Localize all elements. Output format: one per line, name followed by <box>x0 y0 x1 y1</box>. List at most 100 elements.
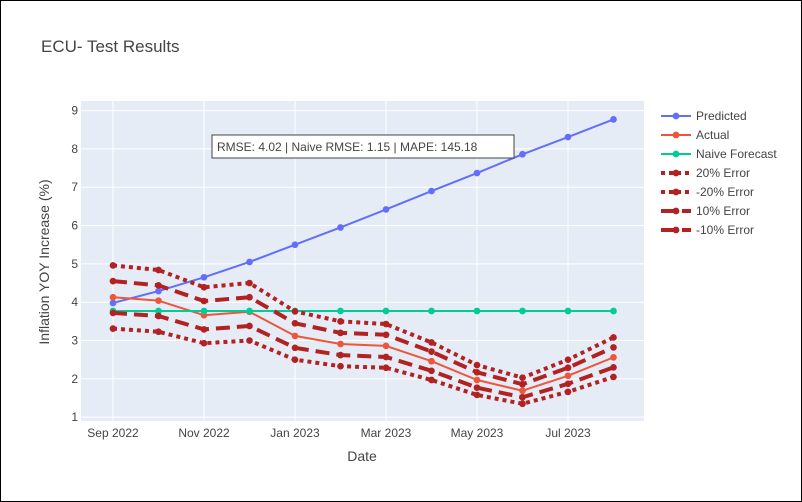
y-axis-title: Inflation YOY Increase (%) <box>36 179 52 344</box>
data-point-10pct-error[interactable] <box>155 282 162 289</box>
data-point-predicted[interactable] <box>382 206 390 213</box>
data-point-20pct-error[interactable] <box>291 356 299 364</box>
data-point-predicted[interactable] <box>428 187 435 195</box>
data-point-naive-forecast[interactable] <box>610 307 617 315</box>
data-point-10pct-error[interactable] <box>564 364 572 372</box>
data-point-10pct-error[interactable] <box>382 353 390 361</box>
data-point-predicted[interactable] <box>200 273 208 281</box>
data-point-20pct-error[interactable] <box>109 325 117 332</box>
data-point-actual[interactable] <box>291 332 299 340</box>
data-point-actual[interactable] <box>382 342 390 350</box>
legend-item-20pct-error[interactable]: 20% Error <box>661 166 750 180</box>
series-20pct-error <box>109 325 617 408</box>
data-point-20pct-error[interactable] <box>246 337 253 344</box>
legend-label: Predicted <box>696 109 747 123</box>
data-point-actual[interactable] <box>610 354 617 361</box>
data-point-predicted[interactable] <box>155 287 162 295</box>
data-point-10pct-error[interactable] <box>610 344 617 351</box>
data-point-actual[interactable] <box>428 357 435 365</box>
data-point-predicted[interactable] <box>564 133 572 141</box>
legend-item-predicted[interactable]: Predicted <box>661 109 747 123</box>
data-point-predicted[interactable] <box>291 241 299 249</box>
data-point-predicted[interactable] <box>109 299 117 307</box>
data-point-20pct-error[interactable] <box>428 376 435 384</box>
data-point-20pct-error[interactable] <box>200 339 208 347</box>
data-point-10pct-error[interactable] <box>337 329 344 337</box>
data-point-20pct-error[interactable] <box>291 308 299 315</box>
data-point-20pct-error[interactable] <box>428 339 435 346</box>
data-point-actual[interactable] <box>155 297 162 304</box>
series-10pct-error <box>109 277 617 388</box>
data-point-20pct-error[interactable] <box>610 373 617 381</box>
data-point-20pct-error[interactable] <box>519 374 526 382</box>
data-point-10pct-error[interactable] <box>109 309 117 317</box>
data-point-naive-forecast[interactable] <box>564 307 572 315</box>
legend-marker <box>672 207 680 215</box>
data-point-10pct-error[interactable] <box>109 277 117 285</box>
data-point-10pct-error[interactable] <box>428 367 435 375</box>
data-point-10pct-error[interactable] <box>428 348 435 355</box>
data-point-actual[interactable] <box>519 387 526 395</box>
data-point-naive-forecast[interactable] <box>382 307 390 315</box>
data-point-10pct-error[interactable] <box>291 344 299 352</box>
legend-item-naive-forecast[interactable]: Naive Forecast <box>661 147 777 161</box>
data-point-20pct-error[interactable] <box>382 320 390 328</box>
legend-label: Actual <box>696 128 729 142</box>
data-point-20pct-error[interactable] <box>564 356 572 364</box>
data-point-10pct-error[interactable] <box>473 368 481 376</box>
data-point-20pct-error[interactable] <box>473 391 481 399</box>
data-point-naive-forecast[interactable] <box>519 307 526 315</box>
data-point-10pct-error[interactable] <box>246 293 253 301</box>
data-point-20pct-error[interactable] <box>337 362 344 370</box>
data-point-actual[interactable] <box>473 376 481 384</box>
data-point-naive-forecast[interactable] <box>428 307 435 315</box>
data-point-naive-forecast[interactable] <box>473 307 481 315</box>
data-point-10pct-error[interactable] <box>519 393 526 401</box>
data-point-predicted[interactable] <box>610 116 617 123</box>
data-point-20pct-error[interactable] <box>109 262 117 269</box>
data-point-20pct-error[interactable] <box>610 334 617 341</box>
data-point-20pct-error[interactable] <box>473 361 481 369</box>
data-point-10pct-error[interactable] <box>246 322 253 330</box>
data-point-actual[interactable] <box>109 293 117 301</box>
data-point-10pct-error[interactable] <box>155 312 162 320</box>
data-point-naive-forecast[interactable] <box>200 307 208 315</box>
data-point-actual[interactable] <box>564 372 572 380</box>
legend-item-20pct-error[interactable]: -20% Error <box>661 185 754 199</box>
x-tick-label: Jan 2023 <box>270 426 320 440</box>
data-point-10pct-error[interactable] <box>200 326 208 333</box>
stats-annotation: RMSE: 4.02 | Naive RMSE: 1.15 | MAPE: 14… <box>211 134 515 159</box>
data-point-10pct-error[interactable] <box>200 297 208 305</box>
y-tick-label: 4 <box>71 295 78 309</box>
data-point-20pct-error[interactable] <box>200 283 208 291</box>
data-point-20pct-error[interactable] <box>564 388 572 396</box>
data-point-20pct-error[interactable] <box>519 400 526 408</box>
data-point-10pct-error[interactable] <box>564 380 572 388</box>
y-tick-label: 3 <box>71 334 78 348</box>
data-point-predicted[interactable] <box>519 150 526 158</box>
legend-item-actual[interactable]: Actual <box>661 128 729 142</box>
legend-item-10pct-error[interactable]: -10% Error <box>661 223 754 237</box>
data-point-20pct-error[interactable] <box>246 279 253 287</box>
data-point-10pct-error[interactable] <box>473 384 481 391</box>
data-point-naive-forecast[interactable] <box>155 307 162 315</box>
data-point-20pct-error[interactable] <box>337 318 344 325</box>
data-point-predicted[interactable] <box>337 224 344 231</box>
x-axis-ticks: Sep 2022 Nov 2022 Jan 2023 Mar 2023 May 2023… <box>87 426 591 440</box>
data-point-actual[interactable] <box>337 340 344 348</box>
y-tick-label: 9 <box>71 104 78 118</box>
y-tick-label: 5 <box>71 257 78 271</box>
data-point-naive-forecast[interactable] <box>246 307 253 315</box>
data-point-10pct-error[interactable] <box>382 331 390 339</box>
data-point-naive-forecast[interactable] <box>337 307 344 315</box>
data-point-20pct-error[interactable] <box>155 266 162 274</box>
data-point-10pct-error[interactable] <box>337 351 344 359</box>
data-point-20pct-error[interactable] <box>155 328 162 336</box>
data-point-20pct-error[interactable] <box>382 364 390 372</box>
legend-item-10pct-error[interactable]: 10% Error <box>661 204 750 218</box>
data-point-10pct-error[interactable] <box>519 380 526 388</box>
data-point-predicted[interactable] <box>473 169 481 177</box>
data-point-10pct-error[interactable] <box>610 364 617 371</box>
data-point-10pct-error[interactable] <box>291 319 299 327</box>
data-point-predicted[interactable] <box>246 258 253 266</box>
